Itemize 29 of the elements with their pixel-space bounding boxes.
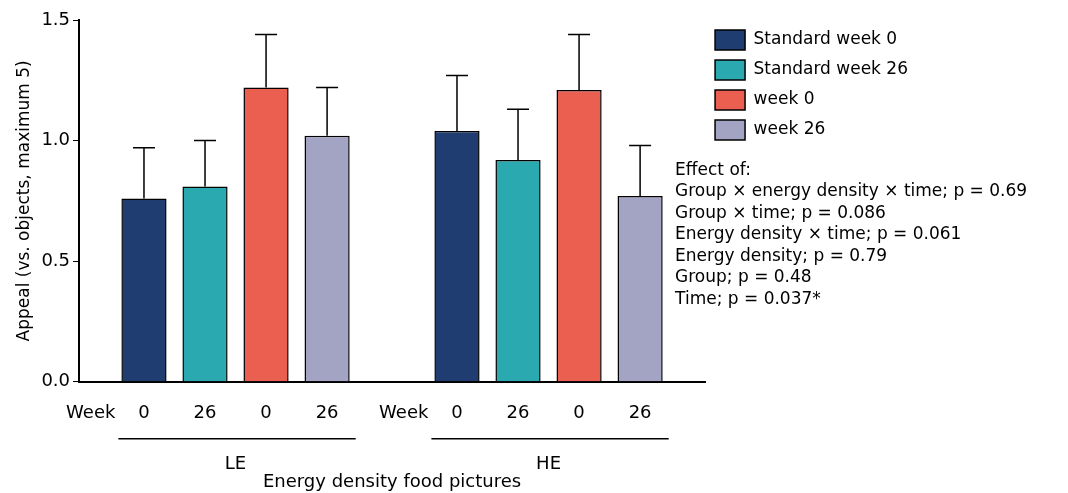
legend-label: week 26 <box>753 118 826 139</box>
annotation: Group × time; p = 0.086 <box>675 201 886 222</box>
annotation: Energy density × time; p = 0.061 <box>675 223 962 244</box>
annotation: Effect of: <box>675 158 751 179</box>
text: 0 <box>138 401 150 423</box>
text: 26 <box>193 401 217 423</box>
text: Week <box>66 401 116 423</box>
y-tick-label: 0.5 <box>41 248 71 270</box>
y-axis-title: Appeal (vs. objects, maximum 5) <box>12 60 33 342</box>
text: 0 <box>573 401 585 423</box>
text: 0 <box>451 401 463 423</box>
annotation: Group × energy density × time; p = 0.69 <box>675 180 1028 201</box>
legend-label: Standard week 26 <box>753 58 909 79</box>
text: 26 <box>315 401 339 423</box>
legend-label: week 0 <box>753 88 815 109</box>
y-tick-label: 1.5 <box>41 7 71 29</box>
legend-label: Standard week 0 <box>753 28 898 49</box>
y-tick-label: 1.0 <box>41 128 71 150</box>
text: Week <box>379 401 429 423</box>
text: 26 <box>506 401 530 423</box>
x-tick-label: HE <box>536 452 562 474</box>
x-tick-label: LE <box>224 452 247 474</box>
text: 26 <box>628 401 652 423</box>
annotation: Energy density; p = 0.79 <box>675 244 888 265</box>
x-axis-title: Energy density food pictures <box>262 469 522 491</box>
annotation: Group; p = 0.48 <box>675 266 812 287</box>
text: 0 <box>260 401 272 423</box>
y-tick-label: 0.0 <box>41 369 71 391</box>
annotation: Time; p = 0.037* <box>674 287 821 308</box>
